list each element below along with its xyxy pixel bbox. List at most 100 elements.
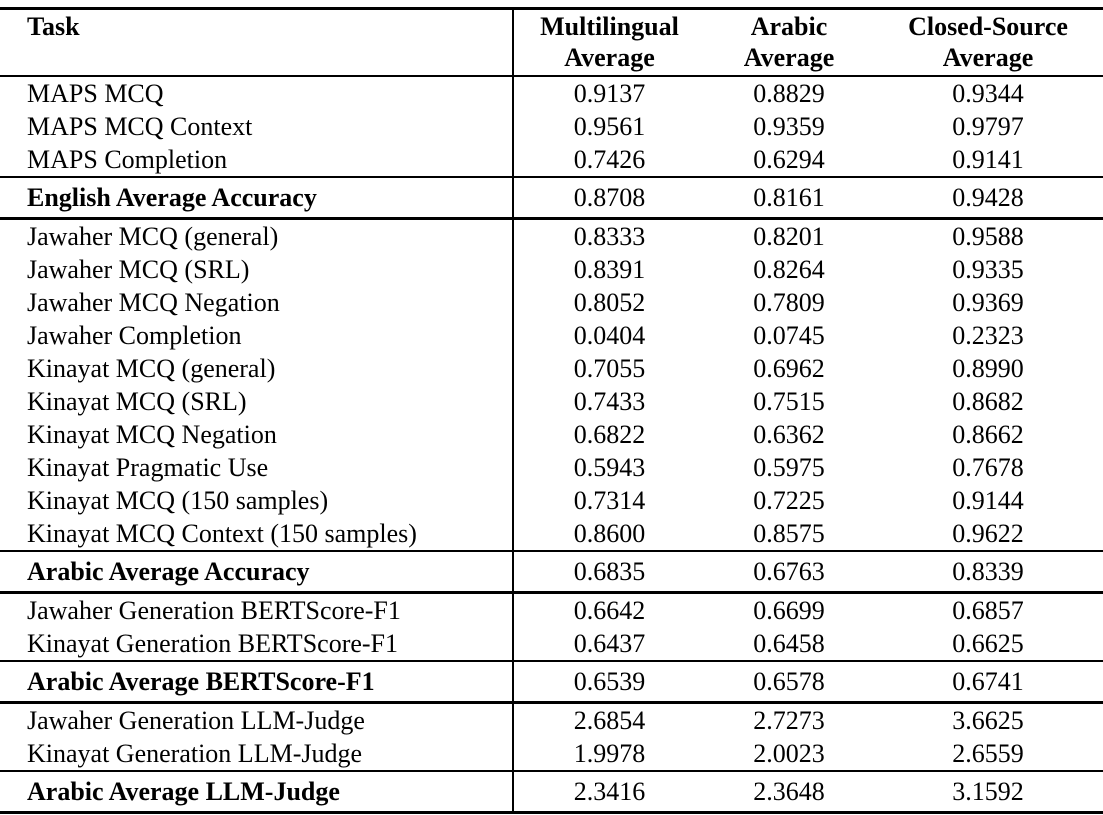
task-cell: Kinayat MCQ (SRL) bbox=[0, 385, 514, 418]
summary-row: Arabic Average Accuracy 0.6835 0.6763 0.833… bbox=[0, 551, 1103, 593]
task-cell: MAPS Completion bbox=[0, 143, 514, 177]
value-cell: 0.5975 bbox=[753, 453, 825, 482]
task-cell: Kinayat Generation BERTScore-F1 bbox=[0, 627, 514, 661]
value-cell: 0.6578 bbox=[753, 667, 825, 696]
value-cell: 0.9588 bbox=[952, 222, 1024, 251]
summary-row: English Average Accuracy 0.8708 0.8161 0.94… bbox=[0, 177, 1103, 219]
value-cell: 0.8391 bbox=[573, 255, 646, 284]
table-row: Jawaher MCQ (general) 0.8333 0.8201 0.9588 bbox=[0, 218, 1103, 253]
table-row: Kinayat Pragmatic Use 0.5943 0.5975 0.7678 bbox=[0, 451, 1103, 484]
value-cell: 0.8708 bbox=[573, 183, 646, 212]
task-cell: Arabic Average BERTScore-F1 bbox=[0, 661, 514, 703]
value-cell: 0.6437 bbox=[573, 629, 646, 658]
task-cell: Jawaher MCQ (SRL) bbox=[0, 253, 514, 286]
value-cell: 2.3648 bbox=[753, 777, 825, 806]
value-cell: 0.8829 bbox=[753, 79, 825, 108]
value-cell: 0.8339 bbox=[952, 557, 1024, 586]
results-table: Task Multilingual Average Arabic Average… bbox=[0, 7, 1103, 814]
task-cell: English Average Accuracy bbox=[0, 177, 514, 219]
table-header-row: Task Multilingual Average Arabic Average… bbox=[0, 8, 1103, 77]
value-cell: 0.9369 bbox=[952, 288, 1024, 317]
value-cell: 0.9335 bbox=[952, 255, 1024, 284]
value-cell: 3.6625 bbox=[952, 706, 1024, 735]
column-header-line: Closed-Source bbox=[908, 12, 1068, 41]
value-cell: 0.8990 bbox=[952, 354, 1024, 383]
value-cell: 0.6857 bbox=[952, 596, 1024, 625]
column-header-line: Arabic bbox=[750, 12, 828, 41]
value-cell: 0.9137 bbox=[573, 79, 646, 108]
value-cell: 0.6642 bbox=[573, 596, 646, 625]
column-header-task: Task bbox=[0, 8, 514, 76]
value-cell: 1.9978 bbox=[573, 739, 646, 768]
table-row: Jawaher Generation BERTScore-F1 0.6642 0.6… bbox=[0, 592, 1103, 627]
value-cell: 0.9359 bbox=[753, 112, 825, 141]
table-row: Kinayat MCQ (general) 0.7055 0.6962 0.8990 bbox=[0, 352, 1103, 385]
task-cell: Kinayat Generation LLM-Judge bbox=[0, 737, 514, 771]
value-cell: 0.6763 bbox=[753, 557, 825, 586]
value-cell: 0.7433 bbox=[573, 387, 646, 416]
task-cell: Kinayat Pragmatic Use bbox=[0, 451, 514, 484]
value-cell: 0.7515 bbox=[753, 387, 825, 416]
column-header-line: Average bbox=[743, 43, 835, 72]
value-cell: 0.7055 bbox=[573, 354, 646, 383]
table-row: Kinayat MCQ Context (150 samples) 0.8600 0… bbox=[0, 517, 1103, 551]
value-cell: 0.5943 bbox=[573, 453, 646, 482]
column-header-line: Average bbox=[942, 43, 1034, 72]
value-cell: 0.8600 bbox=[573, 519, 646, 548]
table-row: MAPS MCQ 0.9137 0.8829 0.9344 bbox=[0, 76, 1103, 110]
value-cell: 0.6539 bbox=[573, 667, 646, 696]
table-row: MAPS MCQ Context 0.9561 0.9359 0.9797 bbox=[0, 110, 1103, 143]
table-row: Kinayat Generation BERTScore-F1 0.6437 0.6… bbox=[0, 627, 1103, 661]
table-row: Kinayat MCQ (SRL) 0.7433 0.7515 0.8682 bbox=[0, 385, 1103, 418]
value-cell: 0.8662 bbox=[952, 420, 1024, 449]
value-cell: 0.9141 bbox=[952, 145, 1024, 174]
table-row: Jawaher MCQ (SRL) 0.8391 0.8264 0.9335 bbox=[0, 253, 1103, 286]
value-cell: 2.3416 bbox=[573, 777, 646, 806]
table-row: Jawaher MCQ Negation 0.8052 0.7809 0.9369 bbox=[0, 286, 1103, 319]
value-cell: 0.9622 bbox=[952, 519, 1024, 548]
value-cell: 0.0404 bbox=[573, 321, 646, 350]
value-cell: 0.8682 bbox=[952, 387, 1024, 416]
table-row: MAPS Completion 0.7426 0.6294 0.9141 bbox=[0, 143, 1103, 177]
value-cell: 0.6362 bbox=[753, 420, 825, 449]
column-header-line: Average bbox=[564, 43, 655, 72]
value-cell: 0.7678 bbox=[952, 453, 1024, 482]
value-cell: 0.8333 bbox=[573, 222, 646, 251]
value-cell: 0.8575 bbox=[753, 519, 825, 548]
value-cell: 0.9797 bbox=[952, 112, 1024, 141]
value-cell: 0.2323 bbox=[952, 321, 1024, 350]
value-cell: 0.9428 bbox=[952, 183, 1024, 212]
value-cell: 0.6822 bbox=[573, 420, 646, 449]
task-cell: MAPS MCQ bbox=[0, 76, 514, 110]
value-cell: 2.6854 bbox=[573, 706, 646, 735]
table-row: Kinayat MCQ Negation 0.6822 0.6362 0.8662 bbox=[0, 418, 1103, 451]
table-row: Jawaher Generation LLM-Judge 2.6854 2.7273… bbox=[0, 702, 1103, 737]
task-cell: Arabic Average LLM-Judge bbox=[0, 771, 514, 813]
task-cell: Jawaher Generation LLM-Judge bbox=[0, 702, 514, 737]
value-cell: 3.1592 bbox=[952, 777, 1024, 806]
value-cell: 2.7273 bbox=[753, 706, 825, 735]
task-cell: Jawaher MCQ Negation bbox=[0, 286, 514, 319]
table-row: Kinayat MCQ (150 samples) 0.7314 0.7225 0.9… bbox=[0, 484, 1103, 517]
task-cell: Jawaher Completion bbox=[0, 319, 514, 352]
task-cell: Kinayat MCQ (general) bbox=[0, 352, 514, 385]
table-row: Kinayat Generation LLM-Judge 1.9978 2.0023… bbox=[0, 737, 1103, 771]
value-cell: 0.6741 bbox=[952, 667, 1024, 696]
value-cell: 0.9344 bbox=[952, 79, 1024, 108]
value-cell: 0.6962 bbox=[753, 354, 825, 383]
task-cell: Arabic Average Accuracy bbox=[0, 551, 514, 593]
table-row: Jawaher Completion 0.0404 0.0745 0.2323 bbox=[0, 319, 1103, 352]
task-cell: Kinayat MCQ (150 samples) bbox=[0, 484, 514, 517]
task-cell: Jawaher MCQ (general) bbox=[0, 218, 514, 253]
value-cell: 0.7426 bbox=[573, 145, 646, 174]
summary-row: Arabic Average BERTScore-F1 0.6539 0.6578 0… bbox=[0, 661, 1103, 703]
column-header-multilingual-average: Multilingual Average bbox=[513, 9, 705, 77]
value-cell: 0.7225 bbox=[753, 486, 825, 515]
value-cell: 0.8264 bbox=[753, 255, 825, 284]
value-cell: 0.9144 bbox=[952, 486, 1024, 515]
value-cell: 0.6458 bbox=[753, 629, 825, 658]
value-cell: 0.8201 bbox=[753, 222, 825, 251]
value-cell: 2.0023 bbox=[753, 739, 825, 768]
value-cell: 0.9561 bbox=[573, 112, 646, 141]
